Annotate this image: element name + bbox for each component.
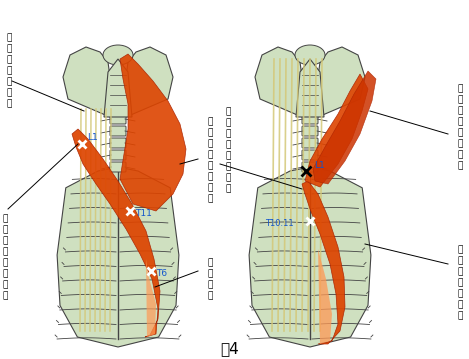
Text: 腰: 腰	[207, 194, 212, 203]
Text: ）: ）	[207, 117, 212, 126]
Polygon shape	[318, 249, 332, 344]
Text: 部: 部	[2, 225, 8, 234]
Polygon shape	[120, 54, 186, 211]
Text: 立: 立	[6, 66, 12, 75]
Text: 胸: 胸	[457, 161, 463, 170]
Text: 部: 部	[457, 95, 463, 104]
Text: 筋: 筋	[457, 128, 463, 137]
FancyBboxPatch shape	[110, 162, 126, 172]
Text: 腱: 腱	[6, 44, 12, 53]
Ellipse shape	[103, 45, 133, 65]
Text: 部: 部	[207, 128, 212, 137]
Text: 肋: 肋	[2, 269, 8, 278]
Text: 筋: 筋	[2, 258, 8, 267]
FancyBboxPatch shape	[110, 150, 126, 160]
Polygon shape	[63, 47, 110, 117]
Text: T6: T6	[156, 269, 167, 278]
Polygon shape	[296, 59, 324, 117]
Text: 肋: 肋	[207, 172, 212, 181]
Text: （: （	[207, 150, 212, 159]
Text: 筋: 筋	[207, 161, 212, 170]
FancyBboxPatch shape	[110, 126, 126, 136]
Text: 部: 部	[225, 118, 231, 127]
Polygon shape	[318, 47, 365, 117]
Polygon shape	[57, 167, 179, 347]
Text: 筋: 筋	[207, 258, 212, 267]
FancyBboxPatch shape	[110, 114, 126, 124]
Text: 柱: 柱	[457, 300, 463, 309]
Polygon shape	[313, 71, 376, 184]
Text: 筋: 筋	[225, 151, 231, 160]
Text: 腰: 腰	[2, 291, 8, 300]
Text: T10.11: T10.11	[265, 219, 294, 228]
Text: 最: 最	[457, 150, 463, 159]
Text: 肋: 肋	[207, 269, 212, 278]
Text: 脊: 脊	[6, 99, 12, 108]
FancyBboxPatch shape	[302, 138, 318, 148]
Text: 図4: 図4	[220, 341, 239, 356]
Ellipse shape	[295, 45, 325, 65]
Text: 膜: 膜	[6, 33, 12, 42]
Text: 最: 最	[225, 173, 231, 182]
Text: 胸: 胸	[2, 236, 8, 245]
Polygon shape	[146, 259, 156, 337]
Text: L1: L1	[314, 162, 325, 171]
FancyBboxPatch shape	[302, 150, 318, 160]
Polygon shape	[126, 47, 173, 117]
Text: 腱: 腱	[457, 256, 463, 265]
Text: 胸: 胸	[225, 129, 231, 138]
Text: 腰: 腰	[457, 106, 463, 115]
Text: 腸: 腸	[207, 280, 212, 289]
Text: ）: ）	[225, 107, 231, 116]
Text: 起: 起	[457, 289, 463, 298]
Text: ）: ）	[457, 84, 463, 93]
Text: （: （	[2, 247, 8, 256]
Text: 腰: 腰	[207, 139, 212, 148]
Text: 柱: 柱	[6, 88, 12, 97]
Text: L1: L1	[87, 134, 98, 143]
Text: 腸: 腸	[207, 183, 212, 192]
Text: （: （	[225, 140, 231, 149]
Polygon shape	[104, 59, 132, 117]
Text: 胸: 胸	[207, 291, 212, 300]
Text: 長: 長	[457, 139, 463, 148]
Polygon shape	[249, 167, 371, 347]
Text: 筋: 筋	[6, 55, 12, 64]
Text: 立: 立	[457, 278, 463, 287]
Text: 胸: 胸	[225, 184, 231, 193]
Polygon shape	[72, 129, 160, 337]
Text: 起: 起	[6, 77, 12, 86]
Polygon shape	[305, 74, 368, 187]
Text: 筋: 筋	[457, 267, 463, 276]
Text: 膜: 膜	[457, 245, 463, 254]
Text: 脊: 脊	[457, 311, 463, 320]
FancyBboxPatch shape	[302, 162, 318, 172]
FancyBboxPatch shape	[302, 126, 318, 136]
FancyBboxPatch shape	[302, 114, 318, 124]
Text: （: （	[457, 117, 463, 126]
Polygon shape	[255, 47, 302, 117]
Text: ）: ）	[2, 214, 8, 223]
Text: 腸: 腸	[2, 280, 8, 289]
FancyBboxPatch shape	[110, 138, 126, 148]
Polygon shape	[302, 181, 345, 344]
Text: T11: T11	[135, 209, 152, 218]
Text: 長: 長	[225, 162, 231, 171]
